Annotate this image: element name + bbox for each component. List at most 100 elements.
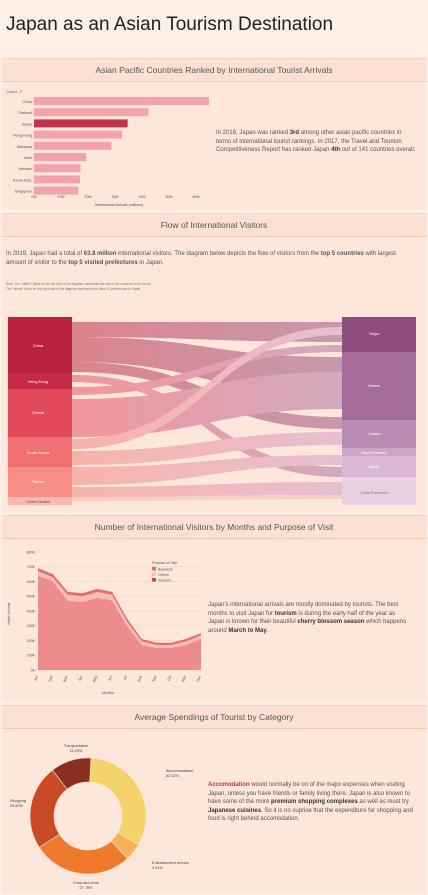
bar-category-label: India [24,156,33,160]
node-nara [342,448,416,456]
node-label: Chiba Prefecture [361,491,388,495]
spendings-description: Accomodation would normally be on of the… [208,782,413,823]
area-x-axis-label: Months [102,691,114,695]
legend-title: Purpose of Visit [152,561,177,565]
bar-x-tick: 30M [112,195,119,199]
area-x-tick: Jun [107,675,113,682]
node-tokyo [342,317,416,352]
section-header-flow: Flow of International Visitors [2,214,426,237]
bar-x-tick: 40M [139,195,146,199]
node-united-states [8,497,72,505]
legend-item: Business [158,567,173,571]
area-x-tick: Sep [152,675,158,682]
bar-category-label: Japan [22,122,32,126]
section-header-monthly: Number of International Visitors by Mont… [2,516,426,539]
section-monthly-visitors: Number of International Visitors by Mont… [2,515,426,701]
flow-band [72,322,342,342]
node-others-right [342,352,416,420]
bar-hong-kong [34,130,122,139]
node-label: Nara Prefecture [361,451,386,455]
ranking-description: In 2018, Japan was ranked 3rd among othe… [216,130,416,154]
area-y-tick: 300K [27,624,36,628]
bar-category-label: Korea Rep. [13,178,32,182]
area-x-tick: Nov [181,675,187,683]
flow-note-right: The "others" block on the right side of … [6,287,142,291]
node-south-korea [8,437,72,467]
legend-item: Others [158,573,169,577]
arrivals-bar-chart: Count.. F China Thailand Japan Hong Kong Mal… [6,89,209,207]
rank-highlight: 3rd [289,130,300,136]
legend-item: Tourism [158,578,171,582]
bar-x-axis-label: International Arrivals (millions) [95,203,143,207]
bar-x-tick: 0M [32,195,37,199]
bar-x-tick: 60M [193,195,200,199]
bar-vietnam [34,164,81,173]
flow-band [72,482,342,497]
bar-india [34,153,87,161]
flow-band [72,327,342,449]
area-y-tick: 100K [27,654,36,658]
bar-category-label: Hong Kong [13,134,32,138]
donut-slice-transportation [52,757,92,790]
donut-label: Entertainment service [152,861,189,865]
node-label: United States [26,499,50,504]
area-series-business [38,568,201,645]
legend-swatch-business [152,567,156,571]
section-flow-of-visitors: Flow of International Visitors In 2019, … [2,213,426,512]
node-label: China [33,343,44,348]
donut-percent-label: 27.79% [80,886,94,890]
bar-malaysia [34,141,112,150]
monthly-description: Japan's international arrivals are mostl… [208,602,407,634]
legend-swatch-tourism [152,578,156,582]
bar-japan [34,119,128,128]
bar-x-tick: 20M [85,195,92,199]
bar-x-tick: 50M [166,195,173,199]
node-label: Hong Kong [28,379,48,384]
legend-swatch-others [152,572,156,576]
flow-band [72,345,342,395]
area-y-tick: 400K [27,609,36,613]
node-chiba [342,477,416,505]
bar-category-label: Thailand [17,111,32,115]
donut-percent-label: 23.59% [10,804,24,808]
sankey-diagram: China Hong Kong Others South Korea Taiwa… [8,317,416,505]
area-y-tick: 0K [31,668,36,672]
area-x-tick: Jan [33,675,39,682]
monthly-area-chart: Visitor Arrivals 800K 700K 600K 500K 400K 300… [7,550,202,695]
section-header-rankings: Asian Pacific Countries Ranked by Intern… [2,59,426,82]
bar-singapore [34,186,79,195]
node-taiwan [8,467,72,497]
area-x-tick: May [92,675,98,683]
section-spendings: Average Spendings of Tourist by Category… [2,705,426,894]
area-y-tick: 800K [27,550,36,554]
flow-band [72,455,342,485]
node-hong-kong [8,373,72,389]
flow-band [72,495,342,501]
donut-label: Food and drink [73,881,98,885]
area-x-tick: Jul [123,675,128,681]
flow-note-left: Note: The "others" block on the left sid… [6,282,152,286]
donut-label: Accommodation [166,769,193,773]
flow-band [72,375,342,477]
node-label: South Korea [27,450,50,455]
bar-category-label: Singapore [15,190,32,194]
area-legend: Purpose of Visit Business Others Tourism [152,561,177,582]
node-osaka [342,420,416,448]
area-y-tick: 500K [27,595,36,599]
donut-slice-accommodation [89,757,147,846]
bar-category-label: Vietnam [18,167,32,171]
area-x-tick: Oct [167,675,173,682]
node-label: Taiwan [32,479,44,484]
area-y-tick: 600K [27,580,36,584]
area-y-axis-label: Visitor Arrivals [7,602,11,625]
area-series-others [38,571,201,648]
donut-label: Transportation [64,744,88,748]
node-china [8,317,72,373]
flow-band [72,432,342,465]
node-kyoto [342,456,416,477]
node-label: Others [368,383,380,388]
donut-percent-label: 32.42% [166,774,180,778]
bar-category-label: Malaysia [17,145,33,149]
area-x-tick: Mar [63,674,69,682]
area-x-tick: Feb [48,675,54,682]
